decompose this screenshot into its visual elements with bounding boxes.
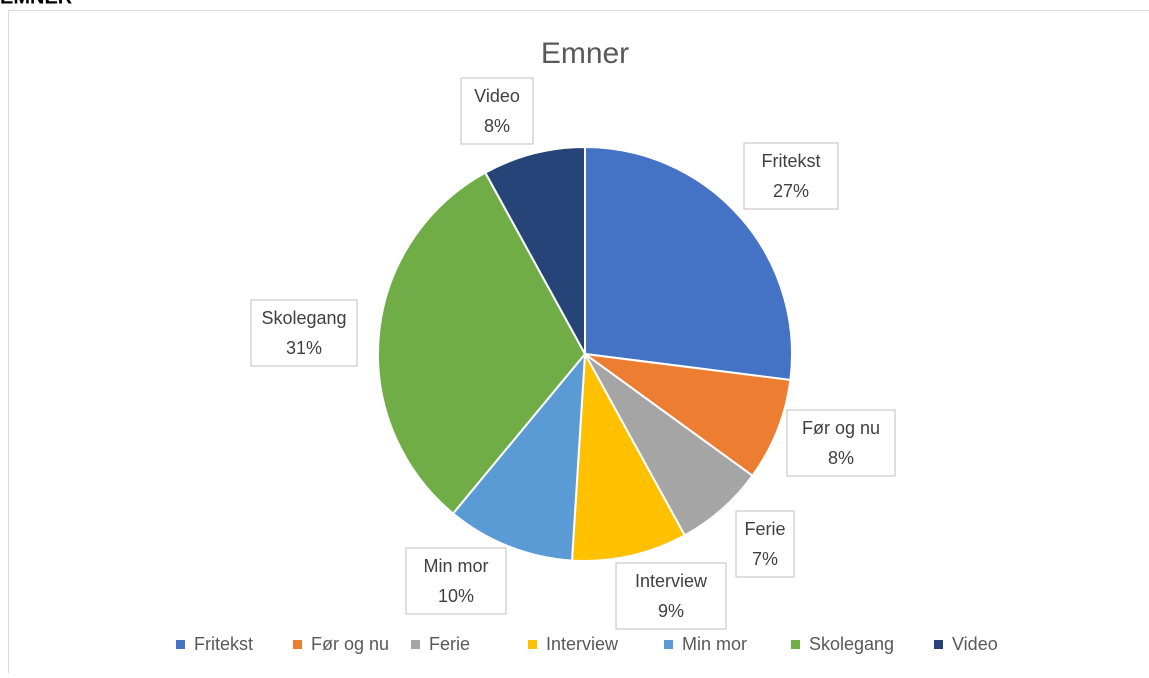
data-label-name: Fritekst [761, 151, 820, 171]
data-label-name: Skolegang [261, 308, 346, 328]
chart-title: Emner [541, 37, 629, 70]
legend-swatch [934, 640, 943, 649]
legend-swatch [293, 640, 302, 649]
data-label-value: 27% [773, 181, 809, 201]
legend-swatch [664, 640, 673, 649]
legend-swatch [411, 640, 420, 649]
legend-label: Fritekst [194, 634, 253, 654]
data-label-name: Ferie [744, 519, 785, 539]
data-label-name: Min mor [423, 556, 488, 576]
legend-label: Ferie [429, 634, 470, 654]
legend-label: Min mor [682, 634, 747, 654]
legend-label: Video [952, 634, 998, 654]
data-label-value: 8% [828, 448, 854, 468]
data-label-value: 31% [286, 338, 322, 358]
legend-swatch [176, 640, 185, 649]
legend-swatch [528, 640, 537, 649]
legend-label: Interview [546, 634, 619, 654]
data-label-name: Før og nu [802, 418, 880, 438]
data-label-value: 7% [752, 549, 778, 569]
legend-label: Før og nu [311, 634, 389, 654]
data-label-name: Interview [635, 571, 708, 591]
data-label-value: 8% [484, 116, 510, 136]
data-label-value: 10% [438, 586, 474, 606]
heading: EMNER [0, 0, 73, 8]
legend-swatch [791, 640, 800, 649]
data-label-value: 9% [658, 601, 684, 621]
legend-label: Skolegang [809, 634, 894, 654]
data-label-name: Video [474, 86, 520, 106]
